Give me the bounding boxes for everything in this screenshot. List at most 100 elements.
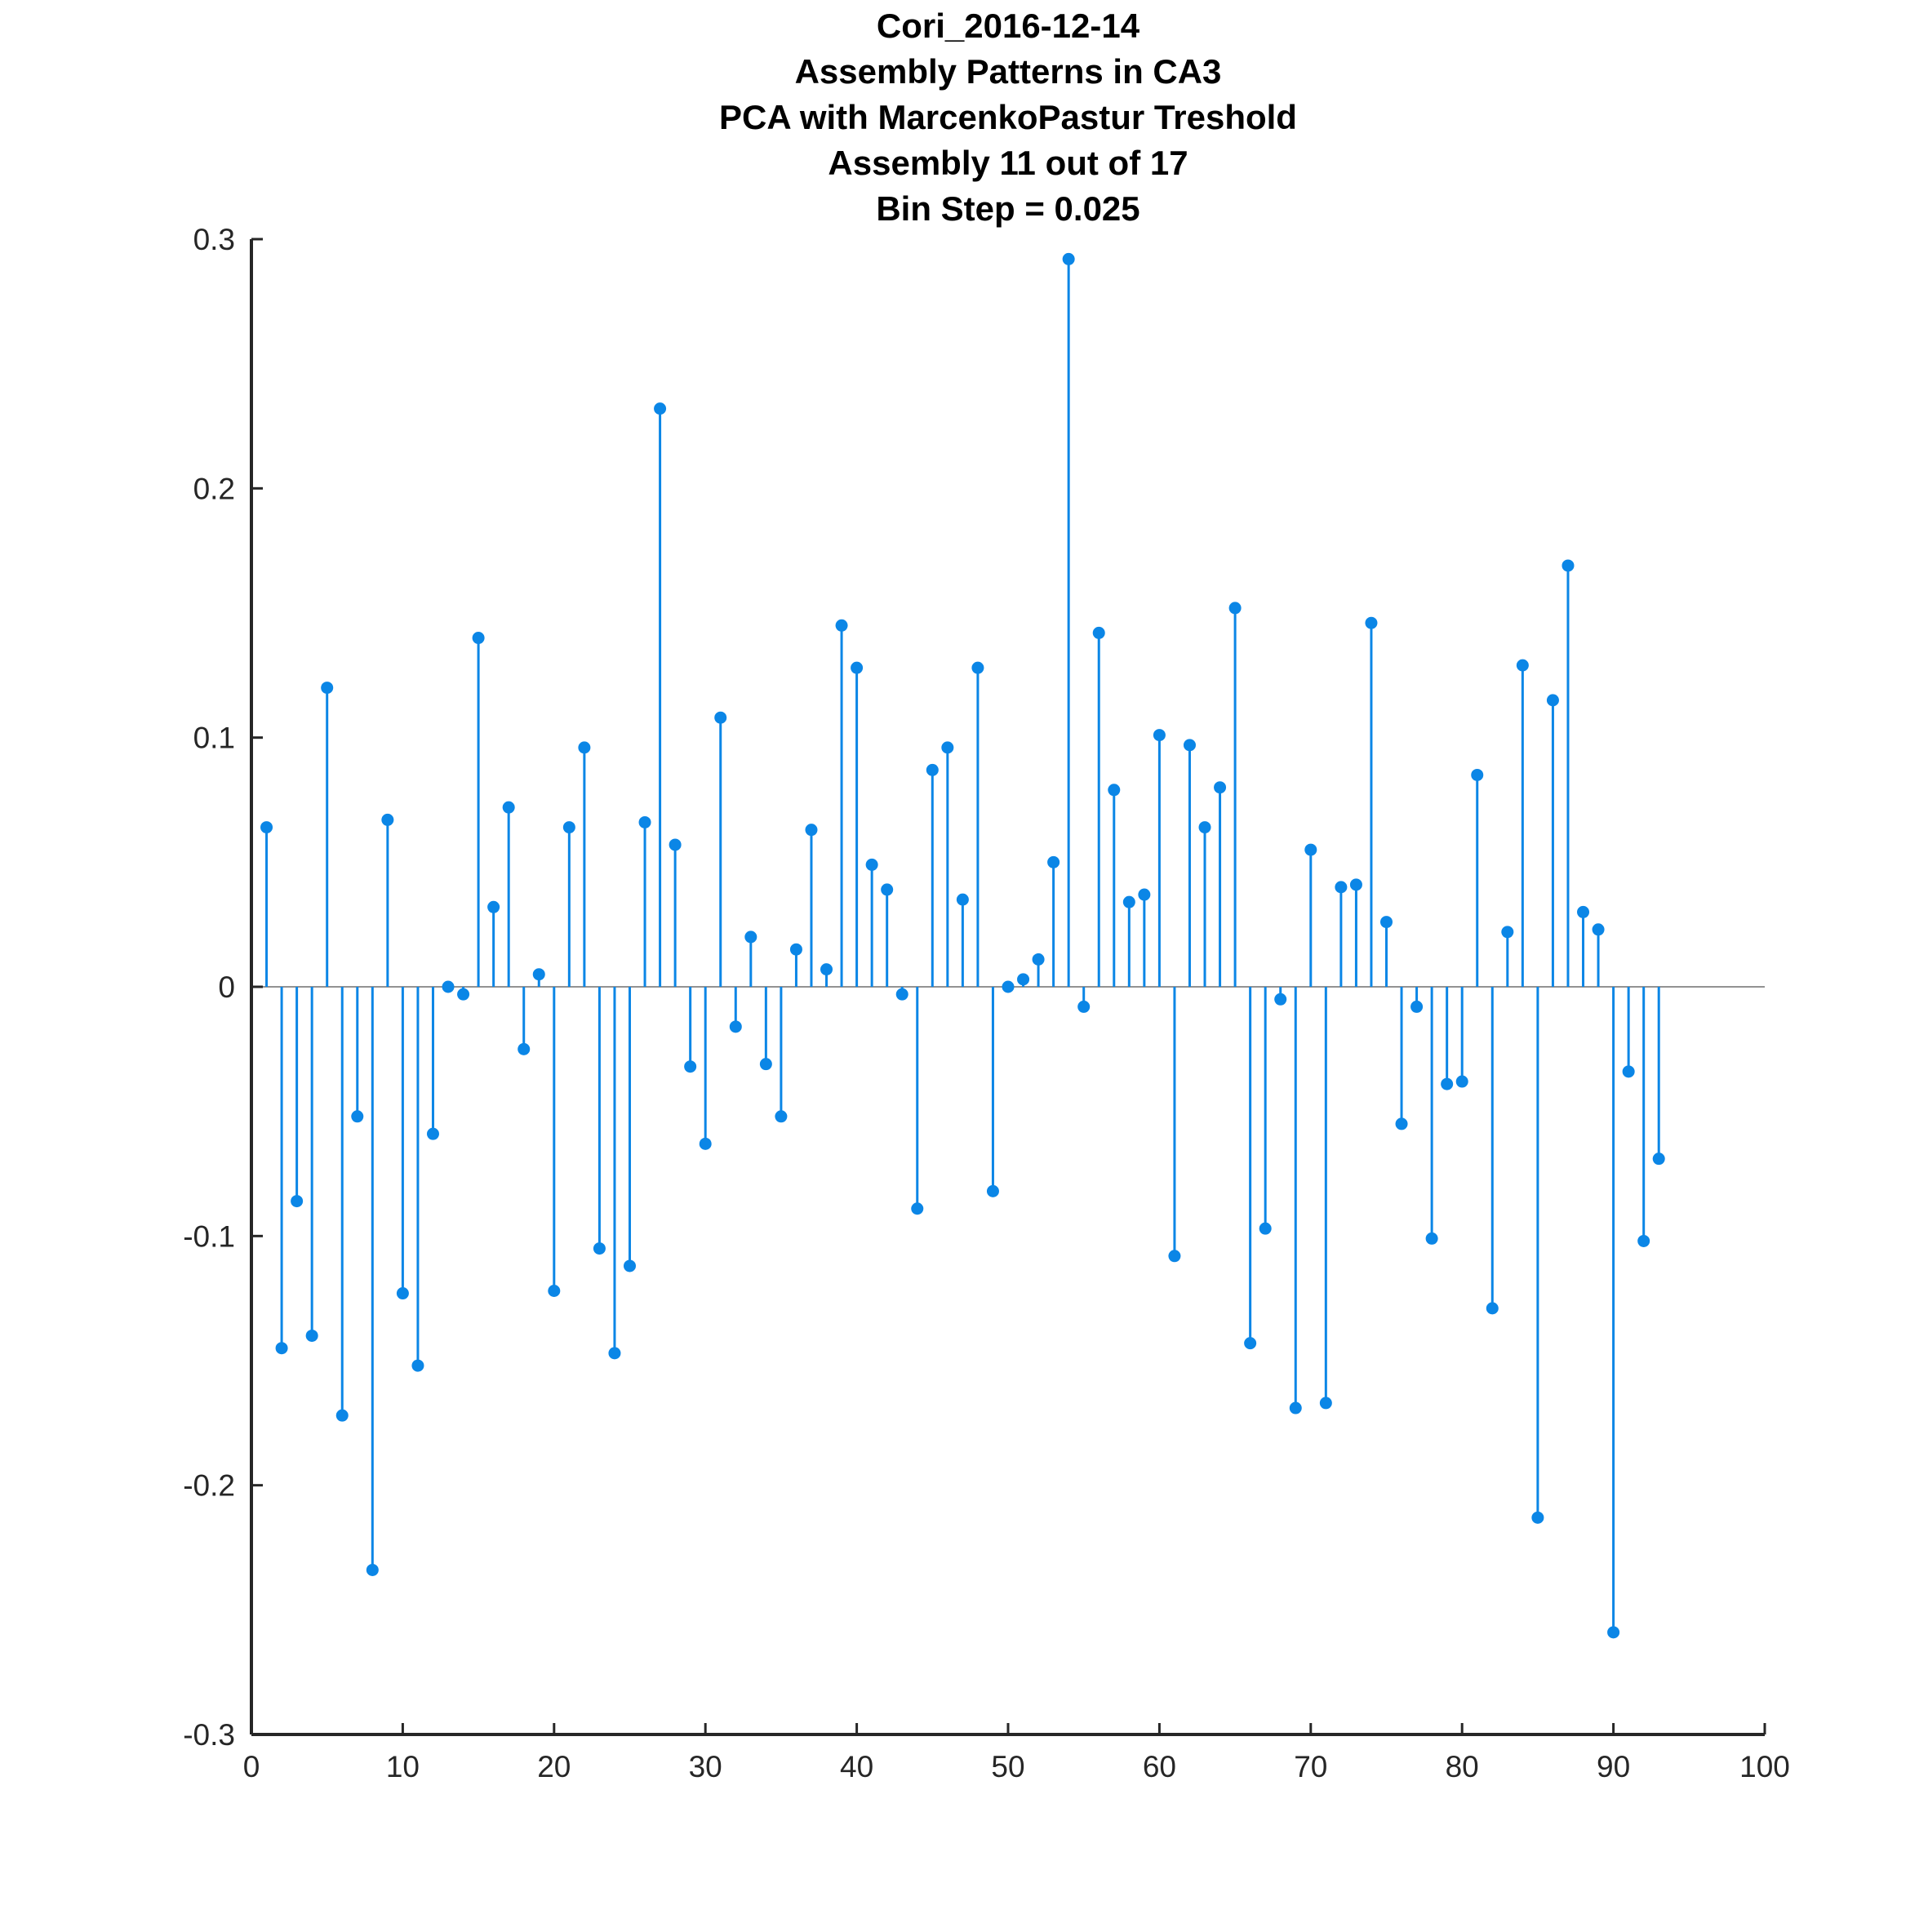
x-tick-label: 100 — [1739, 1750, 1790, 1783]
x-tick-label: 80 — [1446, 1750, 1479, 1783]
stem-marker — [714, 711, 727, 724]
stem-marker — [1441, 1077, 1454, 1090]
stem-marker — [1122, 895, 1135, 908]
stem-marker — [820, 963, 833, 976]
stem-marker — [1410, 1000, 1424, 1013]
stem-marker — [805, 824, 818, 837]
stem-marker — [1244, 1337, 1257, 1350]
stem-marker — [305, 1329, 318, 1342]
stem-marker — [895, 988, 908, 1001]
x-tick-label: 50 — [991, 1750, 1024, 1783]
stem-marker — [1002, 980, 1015, 993]
stem-marker — [1153, 729, 1166, 742]
stem-marker — [1168, 1250, 1181, 1263]
stem-marker — [1092, 626, 1105, 639]
stem-marker — [1516, 659, 1529, 672]
stem-marker — [260, 821, 273, 834]
stem-marker — [1455, 1075, 1468, 1088]
stem-marker — [638, 815, 651, 828]
stem-marker — [775, 1110, 788, 1123]
stem-marker — [1304, 843, 1317, 856]
y-tick-label: 0.3 — [193, 223, 235, 256]
stem-marker — [851, 661, 864, 674]
stem-marker — [608, 1347, 621, 1360]
stem-marker — [578, 741, 591, 754]
stem-marker — [1380, 916, 1393, 929]
stem-marker — [1425, 1232, 1438, 1245]
stem-marker — [1108, 784, 1121, 797]
stem-marker — [411, 1359, 424, 1372]
stem-marker — [472, 632, 485, 645]
stem-marker — [366, 1563, 379, 1576]
stem-marker — [1546, 694, 1559, 707]
y-tick-label: -0.1 — [183, 1219, 235, 1253]
stem-marker — [1319, 1397, 1332, 1410]
stem-marker — [321, 682, 334, 695]
stem-marker — [669, 838, 682, 851]
stem-marker — [1183, 739, 1196, 752]
stem-marker — [1395, 1117, 1408, 1130]
title-line: Assembly Patterns in CA3 — [795, 52, 1222, 91]
x-tick-label: 40 — [840, 1750, 873, 1783]
stem-marker — [971, 661, 984, 674]
stem-marker — [487, 900, 500, 913]
stem-marker — [1607, 1626, 1620, 1639]
stem-marker — [1501, 926, 1514, 939]
stem-marker — [1289, 1401, 1302, 1415]
y-tick-label: -0.2 — [183, 1469, 235, 1503]
stem-marker — [911, 1202, 924, 1215]
stem-marker — [502, 801, 515, 814]
stem-marker — [1274, 993, 1287, 1006]
stem-marker — [381, 813, 394, 826]
stem-marker — [1531, 1511, 1544, 1524]
stem-marker — [789, 943, 802, 956]
x-tick-label: 10 — [386, 1750, 420, 1783]
stem-marker — [1214, 781, 1227, 794]
stem-marker — [1577, 905, 1590, 918]
stem-marker — [518, 1042, 531, 1055]
stem-marker — [684, 1060, 697, 1073]
stem-marker — [1652, 1153, 1665, 1166]
stem-marker — [1047, 855, 1060, 868]
stem-marker — [1365, 616, 1378, 629]
stem-marker — [275, 1342, 288, 1355]
stem-marker — [1349, 878, 1362, 891]
stem-marker — [1062, 252, 1075, 265]
stem-marker — [442, 980, 455, 993]
stem-marker — [1017, 973, 1030, 986]
stem-marker — [1562, 559, 1575, 572]
stem-marker — [986, 1184, 999, 1197]
stem-marker — [548, 1285, 561, 1298]
x-tick-label: 20 — [537, 1750, 571, 1783]
stem-marker — [744, 930, 757, 944]
stem-marker — [1228, 602, 1242, 615]
stem-marker — [835, 619, 848, 632]
stem-marker — [729, 1020, 742, 1033]
stem-marker — [881, 883, 894, 896]
title-line: Assembly 11 out of 17 — [828, 144, 1188, 182]
stem-marker — [532, 968, 545, 981]
stem-marker — [291, 1195, 304, 1208]
stem-marker — [562, 821, 575, 834]
stem-marker — [1138, 888, 1151, 901]
stem-marker — [941, 741, 954, 754]
stem-marker — [865, 858, 878, 871]
stem-marker — [1335, 881, 1348, 894]
stem-marker — [1259, 1222, 1272, 1235]
stem-marker — [1622, 1065, 1635, 1078]
title-line: Cori_2016-12-14 — [877, 7, 1140, 45]
stem-marker — [1486, 1302, 1499, 1315]
stem-marker — [1471, 768, 1484, 781]
stem-marker — [593, 1242, 606, 1255]
stem-marker — [351, 1110, 364, 1123]
y-tick-label: 0.2 — [193, 472, 235, 505]
stem-marker — [335, 1409, 349, 1422]
y-tick-label: 0.1 — [193, 722, 235, 755]
x-tick-label: 60 — [1143, 1750, 1176, 1783]
stem-marker — [426, 1127, 439, 1140]
chart-title: Cori_2016-12-14 Assembly Patterns in CA3 P… — [719, 7, 1297, 228]
x-tick-label: 70 — [1294, 1750, 1327, 1783]
stem-marker — [457, 988, 470, 1001]
